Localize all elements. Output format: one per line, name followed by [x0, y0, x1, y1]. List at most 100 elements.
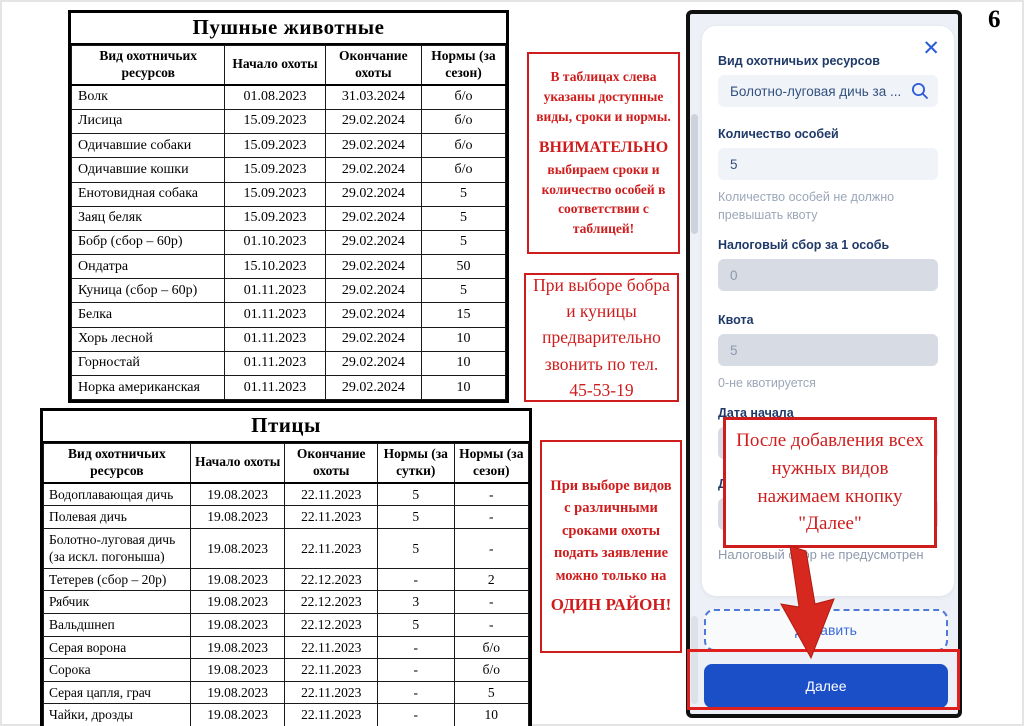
table-cell: Енотовидная собака: [70, 181, 226, 207]
table-row: Одичавшие собаки 15.09.2023 29.02.2024 б/о: [70, 133, 507, 159]
table-cell: Волк: [70, 84, 226, 110]
table-cell: Одичавшие кошки: [70, 157, 226, 183]
count-hint: Количество особей не должно превышать кв…: [718, 190, 895, 223]
table-cell: 29.02.2024: [324, 374, 422, 401]
table-cell: 5: [420, 205, 507, 231]
table-cell: -: [453, 527, 530, 569]
table-row: Горностай 01.11.2023 29.02.2024 10: [70, 350, 507, 377]
table-cell: 01.11.2023: [224, 302, 326, 328]
table-cell: 3: [376, 590, 455, 615]
quota-label: Квота: [718, 313, 754, 328]
table-cell: 22.11.2023: [284, 527, 378, 569]
close-icon[interactable]: ✕: [922, 36, 940, 60]
table-row: Вальдшнеп 19.08.2023 22.12.2023 5-: [43, 613, 530, 637]
column-header: Окончание охоты: [284, 442, 378, 484]
table-cell: 5: [420, 278, 507, 304]
column-header: Вид охотничьих ресурсов: [43, 442, 191, 484]
table-cell: Горностай: [70, 350, 226, 377]
table-cell: -: [376, 567, 455, 592]
table-cell: 15: [420, 302, 507, 328]
table-cell: -: [376, 658, 455, 682]
column-header: Нормы (за сезон): [420, 44, 507, 86]
table-row: Тетерев (сбор – 20р) 19.08.2023 22.12.2023…: [43, 567, 530, 592]
table-cell: 5: [453, 680, 530, 705]
table-cell: 5: [376, 482, 455, 507]
table-cell: Заяц беляк: [70, 205, 226, 231]
note-text-district: ОДИН РАЙОН!: [550, 595, 672, 614]
note-text-attention: ВНИМАТЕЛЬНО: [538, 139, 669, 157]
table-cell: 15.09.2023: [224, 181, 326, 207]
fur-animals-table: Пушные животные Вид охотничьих ресурсов Н…: [68, 10, 509, 404]
table-cell: 22.12.2023: [284, 613, 378, 637]
table-cell: 22.12.2023: [284, 590, 378, 615]
table-cell: 01.11.2023: [224, 350, 326, 377]
tax-input: 0: [718, 259, 938, 292]
table-cell: б/о: [453, 658, 530, 682]
table-cell: Сорока: [43, 658, 191, 682]
note-text: После добавления всех нужных видов нажим…: [736, 430, 924, 535]
table-cell: 22.11.2023: [284, 635, 378, 660]
table-row: Чайки, дрозды 19.08.2023 22.11.2023-10: [43, 703, 530, 726]
table-cell: 29.02.2024: [324, 157, 422, 183]
add-button[interactable]: Добавить: [704, 609, 948, 651]
table-cell: Вальдшнеп: [43, 613, 191, 637]
background-page-edge: [691, 114, 698, 234]
table-cell: 19.08.2023: [189, 703, 286, 726]
table-cell: 01.11.2023: [224, 326, 326, 352]
birds-table: Птицы Вид охотничьих ресурсов Начало охот…: [40, 408, 532, 726]
table-cell: 31.03.2024: [324, 84, 422, 110]
column-header: Нормы (за сезон): [453, 442, 530, 484]
table-cell: 15.09.2023: [224, 133, 326, 159]
birds-header-row: Вид охотничьих ресурсов Начало охоты Оконч…: [43, 442, 530, 484]
tax-note: Налоговый сбор не предусмотрен: [718, 547, 924, 563]
page-number: 6: [988, 6, 1001, 33]
table-cell: 01.11.2023: [224, 374, 326, 401]
table-cell: 15.09.2023: [224, 157, 326, 183]
search-icon[interactable]: [911, 82, 929, 100]
table-cell: Болотно-луговая дичь (за искл. погоныша): [43, 527, 191, 569]
table-cell: Серая ворона: [43, 635, 191, 660]
count-input[interactable]: 5: [718, 148, 938, 180]
table-cell: -: [453, 505, 530, 529]
quota-value: 5: [730, 342, 738, 358]
table-row: Ондатра 15.10.2023 29.02.2024 50: [70, 254, 507, 280]
column-header: Вид охотничьих ресурсов: [70, 44, 226, 86]
fur-table-title: Пушные животные: [71, 13, 506, 45]
table-cell: 15.10.2023: [224, 254, 326, 280]
note-one-district: При выборе видов с различными сроками ох…: [540, 440, 682, 653]
quota-hint: 0-не квотируется: [718, 376, 816, 391]
table-cell: 50: [420, 254, 507, 280]
count-label: Количество особей: [718, 127, 839, 141]
table-cell: Ондатра: [70, 254, 226, 280]
table-cell: 01.10.2023: [224, 229, 326, 256]
table-cell: Рябчик: [43, 590, 191, 615]
resource-type-input[interactable]: Болотно-луговая дичь за ...: [718, 75, 938, 107]
next-button[interactable]: Далее: [704, 664, 948, 708]
table-row: Заяц беляк 15.09.2023 29.02.2024 5: [70, 205, 507, 231]
table-cell: Чайки, дрозды: [43, 703, 191, 726]
column-header: Начало охоты: [224, 44, 326, 86]
table-row: Болотно-луговая дичь (за искл. погоныша)…: [43, 527, 530, 569]
table-row: Лисица 15.09.2023 29.02.2024 б/о: [70, 108, 507, 135]
table-cell: 10: [420, 374, 507, 401]
table-cell: 29.02.2024: [324, 205, 422, 231]
table-cell: б/о: [420, 84, 507, 110]
table-cell: 5: [420, 181, 507, 207]
tax-value: 0: [730, 267, 738, 283]
table-cell: 29.02.2024: [324, 108, 422, 135]
table-row: Хорь лесной 01.11.2023 29.02.2024 10: [70, 326, 507, 352]
table-cell: 22.11.2023: [284, 703, 378, 726]
table-row: Полевая дичь 19.08.2023 22.11.2023 5-: [43, 505, 530, 529]
table-cell: 15.09.2023: [224, 205, 326, 231]
quota-input: 5: [718, 334, 938, 367]
note-press-next: После добавления всех нужных видов нажим…: [723, 417, 937, 548]
table-cell: 19.08.2023: [189, 635, 286, 660]
phone-screenshot: ✕ Вид охотничьих ресурсов Болотно-лугова…: [686, 10, 962, 718]
table-cell: Полевая дичь: [43, 505, 191, 529]
table-cell: 19.08.2023: [189, 527, 286, 569]
note-text: При выборе бобра и куницы предварительно…: [533, 274, 670, 400]
table-cell: 22.11.2023: [284, 680, 378, 705]
table-cell: 19.08.2023: [189, 658, 286, 682]
table-cell: 15.09.2023: [224, 108, 326, 135]
table-cell: 29.02.2024: [324, 229, 422, 256]
